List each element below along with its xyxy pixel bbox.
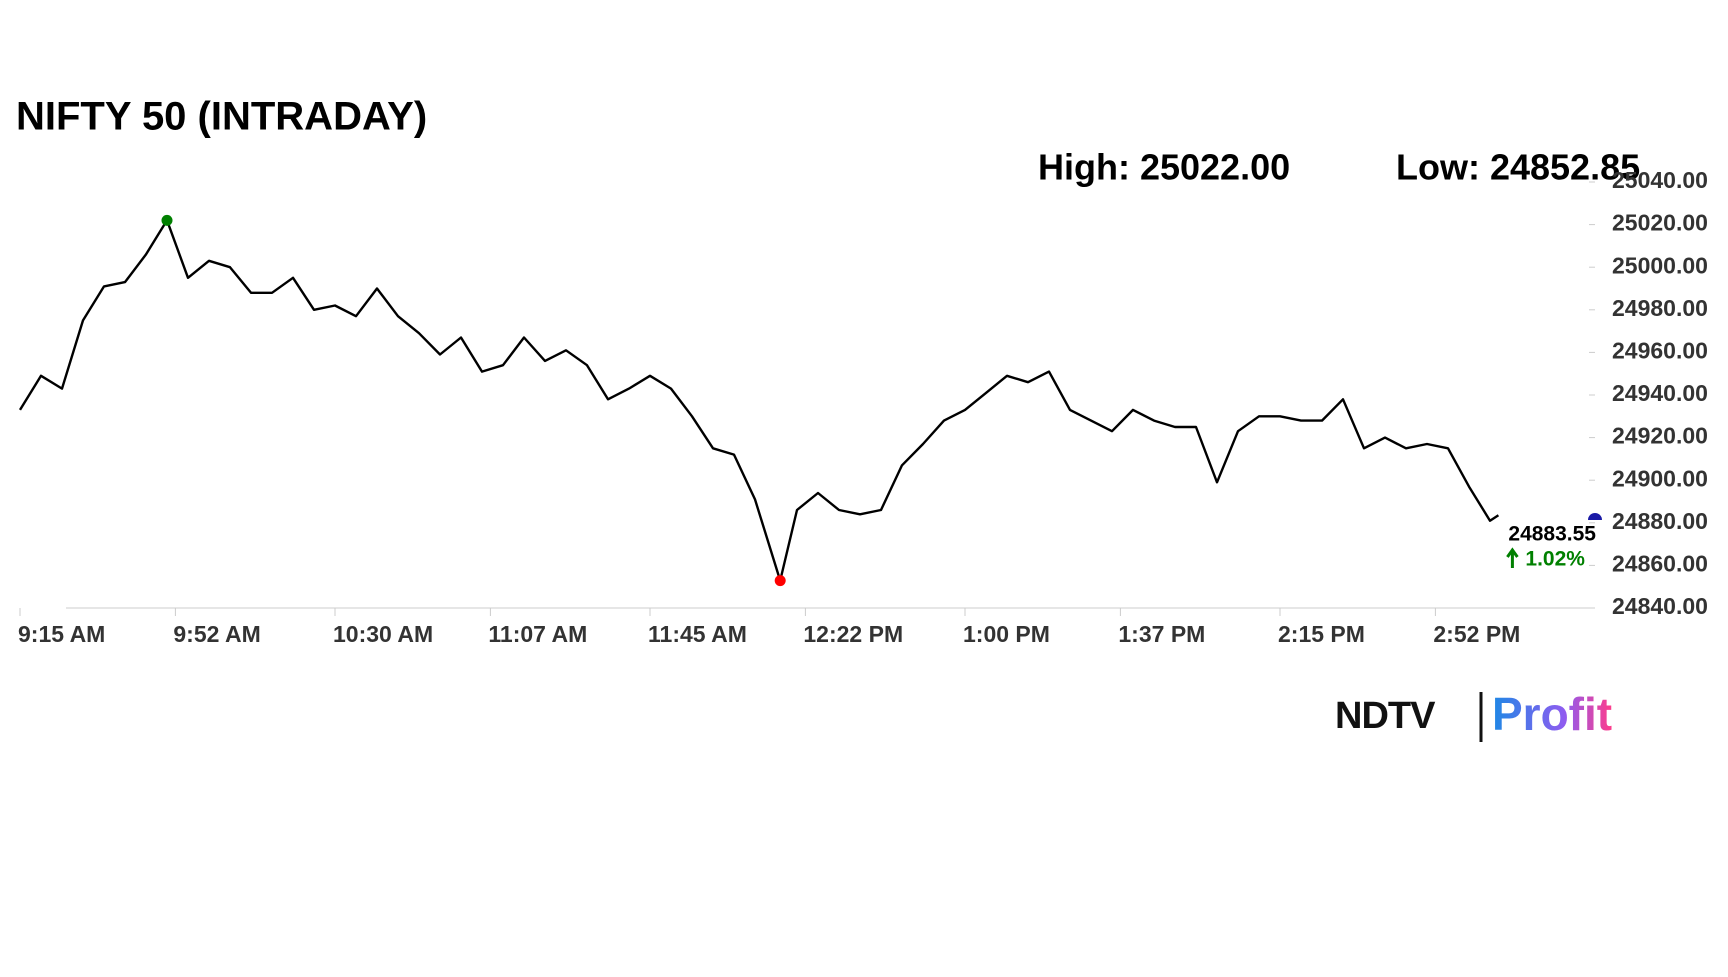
price-line [18, 219, 1500, 582]
x-tick-label: 2:52 PM [1433, 621, 1520, 647]
chart-title: NIFTY 50 (INTRADAY) [16, 95, 427, 139]
y-tick-label: 24920.00 [1612, 423, 1708, 449]
x-tick-label: 2:15 PM [1278, 621, 1365, 647]
brand-sub: Profit [1492, 688, 1612, 740]
y-tick-label: 24880.00 [1612, 508, 1708, 534]
x-tick-label: 11:45 AM [648, 621, 747, 647]
high-label: High: 25022.00 [1038, 147, 1290, 188]
low-label: Low: 24852.85 [1396, 147, 1640, 188]
x-tick-label: 1:37 PM [1118, 621, 1205, 647]
y-tick-label: 25040.00 [1612, 167, 1708, 193]
x-tick-label: 9:15 AM [18, 621, 105, 647]
high-dot [161, 214, 173, 226]
x-tick-label: 1:00 PM [963, 621, 1050, 647]
change-label: 1.02% [1525, 548, 1585, 571]
low-dot [774, 575, 786, 587]
x-tick-label: 11:07 AM [488, 621, 587, 647]
y-tick-label: 25020.00 [1612, 210, 1708, 236]
live-marker [1588, 513, 1602, 520]
y-tick-label: 24900.00 [1612, 465, 1708, 491]
change-arrow [1506, 547, 1519, 568]
y-tick-label: 24940.00 [1612, 380, 1708, 406]
y-tick-label: 24980.00 [1612, 295, 1708, 321]
y-tick-label: 24860.00 [1612, 550, 1708, 576]
x-tick-label: 10:30 AM [333, 621, 433, 647]
x-tick-label: 12:22 PM [803, 621, 903, 647]
last-value-label: 24883.55 [1508, 523, 1596, 546]
y-tick-label: 24840.00 [1612, 593, 1708, 619]
y-tick-label: 25000.00 [1612, 252, 1708, 278]
brand-logo: NDTV [1335, 695, 1436, 737]
y-tick-label: 24960.00 [1612, 337, 1708, 363]
x-tick-label: 9:52 AM [173, 621, 260, 647]
